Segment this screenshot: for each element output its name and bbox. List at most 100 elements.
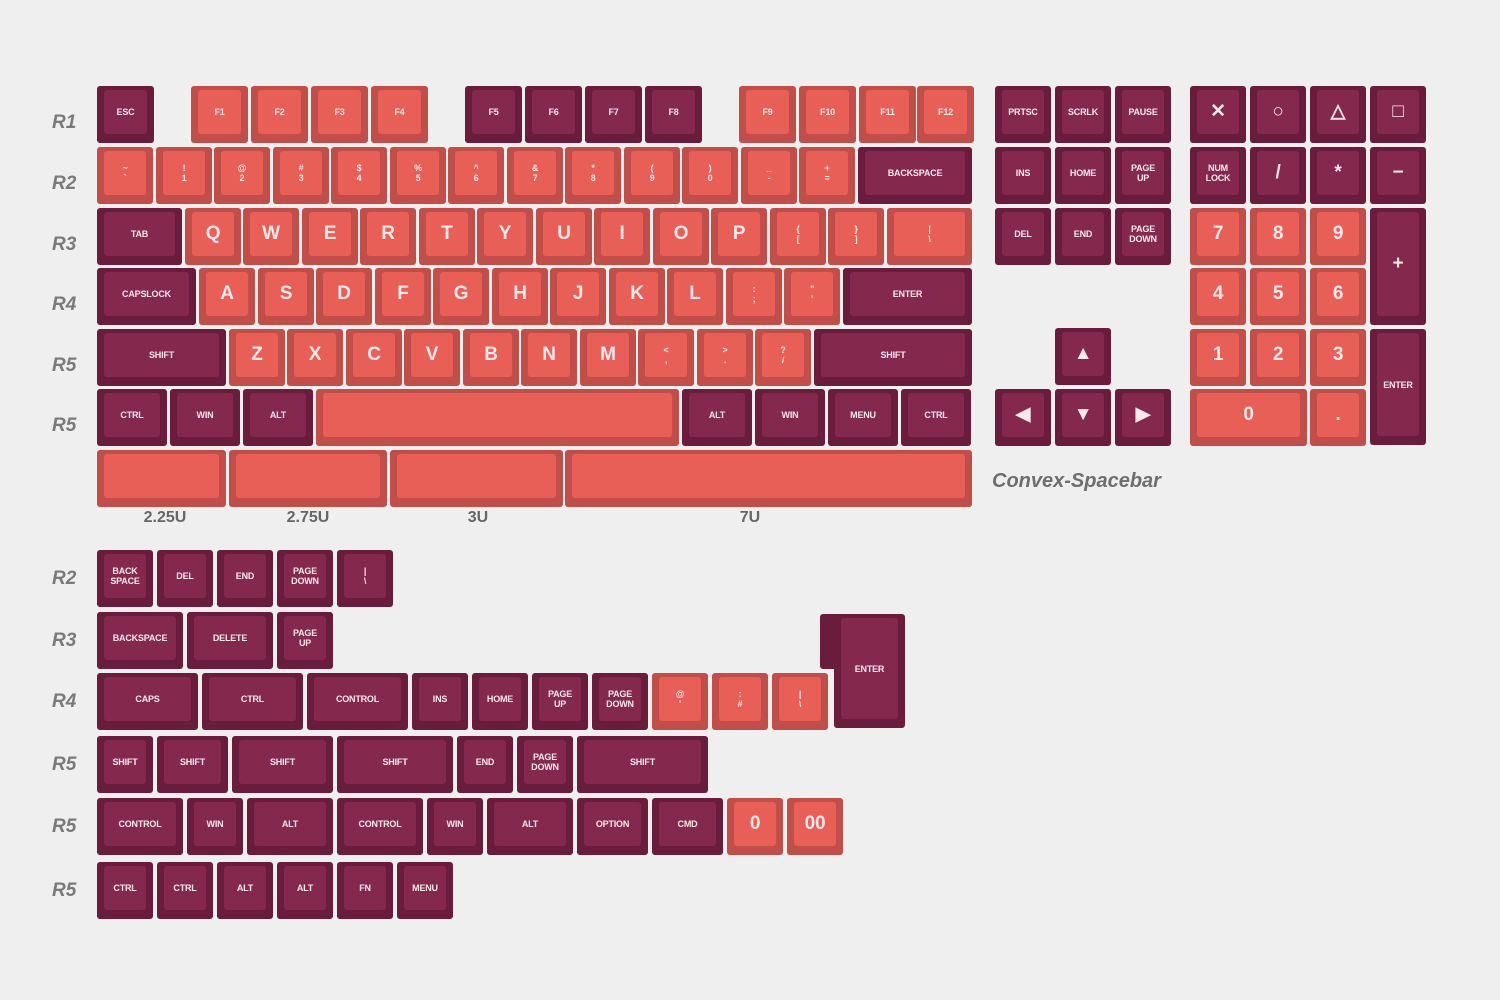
key-legend: TAB	[104, 212, 175, 256]
row-label: R3	[52, 234, 77, 255]
key-legend: 9	[1317, 212, 1359, 256]
key-legend: ? /	[762, 333, 804, 377]
key-legend: F9	[746, 90, 789, 134]
key-win: WIN	[187, 798, 243, 855]
row-label: R4	[52, 294, 77, 315]
key-m: M	[580, 329, 636, 386]
key-del: DEL	[157, 550, 213, 607]
key-h: H	[492, 268, 548, 325]
key-2: 2	[1250, 329, 1306, 386]
key-symbol: : ;	[726, 268, 782, 325]
key-enter: ENTER	[1370, 329, 1426, 445]
key-3: 3	[1310, 329, 1366, 386]
key-b: B	[463, 329, 519, 386]
key-legend: T	[426, 212, 468, 256]
key-legend: ALT	[494, 802, 566, 846]
key-legend: $ 4	[338, 151, 380, 195]
spacebar-size-label: 3U	[467, 509, 489, 526]
key-legend: W	[250, 212, 292, 256]
key-legend: E	[309, 212, 351, 256]
key-symbol: −	[1370, 147, 1426, 204]
key-legend: F10	[806, 90, 849, 134]
row-label: R1	[52, 112, 77, 133]
key-0: 0	[727, 798, 783, 855]
key-symbol: *	[1310, 147, 1366, 204]
key-legend: P	[718, 212, 760, 256]
key-i: I	[594, 208, 650, 265]
key-legend: CTRL	[209, 677, 296, 721]
row-label: R2	[52, 173, 77, 194]
key-legend: L	[674, 272, 716, 316]
key-alt: ALT	[243, 389, 313, 446]
key-legend: ◀	[1002, 393, 1044, 437]
key-legend: PAGE UP	[284, 616, 326, 660]
key-alt: ALT	[277, 862, 333, 919]
key-legend: ▲	[1062, 332, 1104, 376]
key-legend: 7	[1197, 212, 1239, 256]
key-legend: D	[323, 272, 365, 316]
key-legend: 8	[1257, 212, 1299, 256]
key-symbol: ▼	[1055, 389, 1111, 446]
key-legend: K	[616, 272, 658, 316]
key-legend: ALT	[689, 393, 745, 437]
key-3: # 3	[273, 147, 329, 204]
key-legend: # 3	[280, 151, 322, 195]
key-legend: WIN	[177, 393, 233, 437]
key-k: K	[609, 268, 665, 325]
key-legend: CAPSLOCK	[104, 272, 189, 316]
key-legend: < ,	[645, 333, 687, 377]
key-ctrl: CTRL	[157, 862, 213, 919]
key-legend: DELETE	[194, 616, 266, 660]
key-legend: * 8	[572, 151, 614, 195]
key-legend: N	[528, 333, 570, 377]
key-legend: −	[1377, 151, 1419, 195]
key-legend: 0	[1197, 393, 1300, 437]
key-legend: ~ `	[104, 151, 146, 195]
key-legend: WIN	[194, 802, 236, 846]
key-legend: } ]	[835, 212, 877, 256]
key-symbol: } ]	[828, 208, 884, 265]
key-symbol: ? /	[755, 329, 811, 386]
key-page-up: PAGE UP	[1115, 147, 1171, 204]
key-legend: J	[557, 272, 599, 316]
key-legend: ENTER	[850, 272, 965, 316]
key-legend: 5	[1257, 272, 1299, 316]
key-5: 5	[1250, 268, 1306, 325]
key-legend: CTRL	[908, 393, 964, 437]
key-legend: > .	[704, 333, 746, 377]
key-legend: ^ 6	[455, 151, 497, 195]
key-alt: ALT	[247, 798, 333, 855]
key-legend: H	[499, 272, 541, 316]
key-legend: 6	[1317, 272, 1359, 316]
key-legend: ALT	[254, 802, 326, 846]
key-legend: 1	[1197, 333, 1239, 377]
key-6: ^ 6	[448, 147, 504, 204]
key-4: 4	[1190, 268, 1246, 325]
key-legend: F4	[378, 90, 421, 134]
key-legend: MENU	[404, 866, 446, 910]
key-backspace: BACKSPACE	[858, 147, 972, 204]
key-control: CONTROL	[97, 798, 183, 855]
key-legend: " '	[791, 272, 833, 316]
key-legend: WIN	[762, 393, 818, 437]
key-legend: HOME	[479, 677, 521, 721]
key-legend: % 5	[397, 151, 439, 195]
key-symbol: | \	[337, 550, 393, 607]
key-f5: F5	[465, 86, 522, 143]
key-o: O	[653, 208, 709, 265]
iso-enter-upper-tab	[820, 614, 838, 669]
key-legend: ▼	[1062, 393, 1104, 437]
key-f6: F6	[525, 86, 582, 143]
key-u: U	[536, 208, 592, 265]
key-legend: A	[206, 272, 248, 316]
key-9: ( 9	[624, 147, 680, 204]
key-x: X	[287, 329, 343, 386]
key-6: 6	[1310, 268, 1366, 325]
key-num-lock: NUM LOCK	[1190, 147, 1246, 204]
key-legend: F3	[318, 90, 361, 134]
key-delete: DELETE	[187, 612, 273, 669]
key-z: Z	[229, 329, 285, 386]
row-label: R5	[52, 816, 77, 837]
key-8: * 8	[565, 147, 621, 204]
key-legend: | \	[779, 677, 821, 721]
